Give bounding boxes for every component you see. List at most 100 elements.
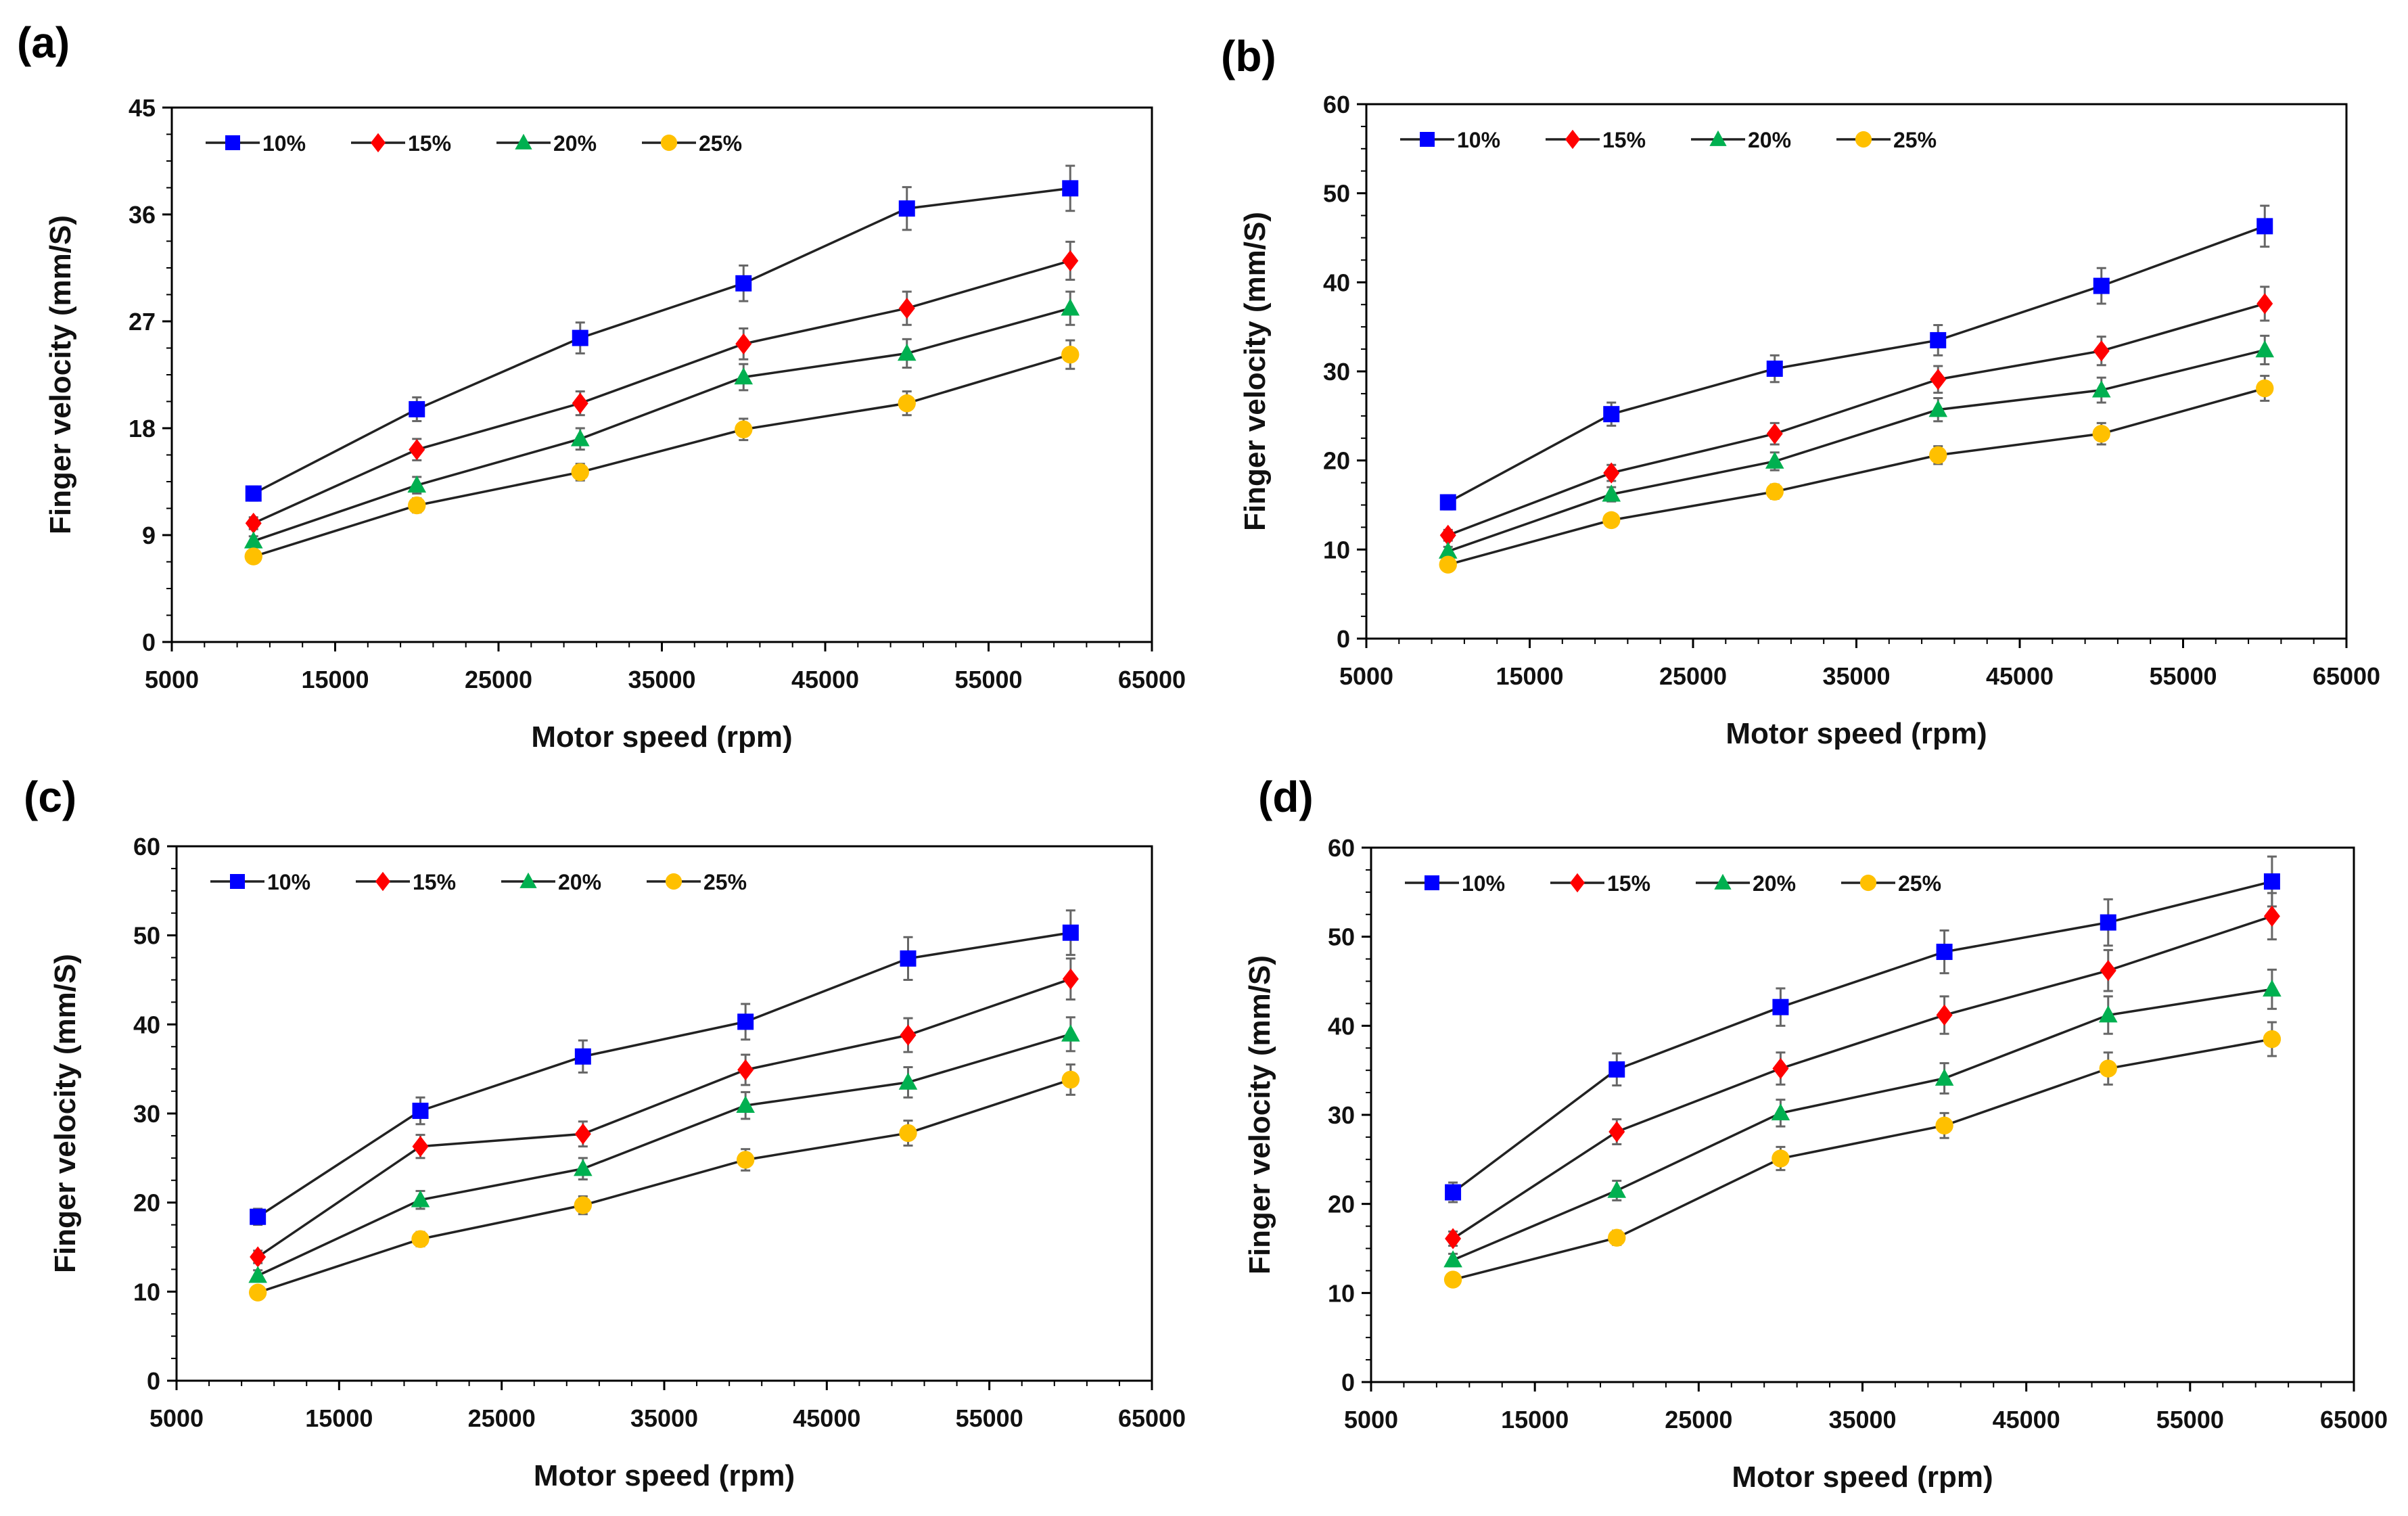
data-point — [407, 475, 427, 493]
data-point — [1439, 524, 1456, 546]
series-line — [257, 1078, 1071, 1294]
data-point — [2263, 979, 2282, 997]
legend-label: 10% — [1462, 871, 1505, 896]
plot-frame — [1370, 846, 2355, 1383]
y-axis-title: Finger velocity (mm/S) — [44, 215, 77, 534]
data-point — [574, 1159, 593, 1176]
data-point — [1062, 180, 1079, 197]
data-point — [1772, 998, 1789, 1015]
data-point — [571, 463, 589, 482]
data-point — [1766, 423, 1783, 444]
y-axis-title: Finger velocity (mm/S) — [49, 954, 82, 1273]
legend-marker — [1855, 131, 1872, 148]
data-point — [572, 392, 588, 414]
data-point — [1772, 1149, 1790, 1168]
series-25pct: 25% — [248, 870, 1080, 1302]
data-point — [735, 333, 752, 354]
x-tick-label: 35000 — [628, 666, 695, 693]
data-point — [2099, 1059, 2117, 1078]
data-point — [572, 329, 588, 346]
panel-label: (a) — [17, 18, 70, 67]
data-point — [1062, 924, 1079, 941]
legend-label: 25% — [703, 870, 747, 894]
y-axis-title: Finger velocity (mm/S) — [1238, 212, 1272, 531]
data-point — [2091, 380, 2111, 398]
panel-label: (b) — [1221, 32, 1276, 81]
data-point — [1603, 406, 1620, 423]
y-tick-label: 20 — [1323, 447, 1350, 475]
series-line — [252, 187, 1071, 495]
legend-label: 10% — [267, 870, 310, 894]
legend-label: 20% — [1753, 871, 1796, 896]
x-tick-label: 55000 — [2149, 662, 2217, 690]
data-point — [734, 367, 754, 385]
legend-label: 15% — [1607, 871, 1650, 896]
data-point — [2263, 873, 2280, 890]
data-point — [2100, 960, 2116, 982]
chart-panel-d: (d) 5000 15000 25000 35000 45000 55000 65000 0 10… — [1243, 773, 2388, 1494]
legend-label: 15% — [408, 131, 451, 156]
data-point — [1771, 1103, 1790, 1121]
data-point — [408, 496, 426, 515]
legend-marker — [515, 133, 532, 150]
data-point — [1439, 494, 1456, 511]
y-tick-label: 27 — [129, 308, 156, 336]
legend-label: 25% — [699, 131, 742, 156]
y-tick-label: 60 — [1323, 91, 1350, 118]
legend-marker — [1565, 129, 1580, 150]
x-tick-label: 15000 — [1501, 1406, 1569, 1433]
data-point — [899, 1124, 917, 1143]
data-point — [900, 950, 917, 967]
series-line — [257, 978, 1071, 1258]
x-tick-label: 25000 — [1659, 662, 1727, 690]
y-tick-label: 50 — [133, 922, 160, 950]
series-line — [1447, 225, 2265, 504]
y-tick-label: 50 — [1328, 923, 1355, 951]
legend-marker — [375, 871, 390, 892]
data-point — [898, 298, 915, 319]
y-tick-label: 0 — [147, 1367, 160, 1395]
legend-marker — [1570, 873, 1585, 893]
x-tick-label: 55000 — [954, 666, 1022, 693]
data-point — [897, 344, 917, 361]
x-tick-label: 55000 — [956, 1404, 1023, 1432]
data-point — [1930, 369, 1947, 390]
x-tick-label: 65000 — [1118, 666, 1186, 693]
data-point — [2263, 1030, 2282, 1049]
data-point — [1443, 1250, 1462, 1268]
data-point — [900, 1024, 917, 1046]
data-point — [737, 1013, 754, 1030]
data-point — [1607, 1180, 1627, 1198]
data-point — [570, 429, 590, 446]
data-point — [574, 1196, 593, 1214]
legend-marker — [230, 874, 245, 889]
data-point — [2100, 914, 2116, 931]
data-point — [2256, 293, 2273, 315]
series-20pct: 20% — [248, 870, 1080, 1283]
legend-label: 25% — [1893, 128, 1937, 152]
x-tick-label: 65000 — [1118, 1404, 1186, 1432]
legend-marker — [519, 872, 537, 888]
series-20pct: 20% — [1438, 128, 2275, 559]
y-tick-label: 18 — [129, 415, 156, 442]
legend-label: 25% — [1898, 871, 1941, 896]
data-point — [898, 394, 916, 413]
data-point — [2255, 340, 2275, 358]
data-point — [1445, 1228, 1462, 1249]
data-point — [2263, 905, 2280, 927]
series-line — [257, 931, 1071, 1218]
series-line — [1448, 302, 2265, 536]
data-point — [2093, 277, 2110, 294]
legend-marker — [1709, 130, 1727, 146]
legend-marker — [371, 133, 386, 153]
plot-frame — [1365, 103, 2348, 640]
legend-label: 10% — [1457, 128, 1500, 152]
data-point — [1445, 1184, 1462, 1201]
data-point — [898, 200, 915, 217]
series-25pct: 25% — [1439, 128, 2274, 574]
y-tick-label: 40 — [133, 1011, 160, 1038]
y-tick-label: 20 — [1328, 1191, 1355, 1218]
y-tick-label: 10 — [133, 1278, 160, 1306]
x-tick-label: 15000 — [1496, 662, 1563, 690]
series-25pct: 25% — [244, 131, 1080, 566]
